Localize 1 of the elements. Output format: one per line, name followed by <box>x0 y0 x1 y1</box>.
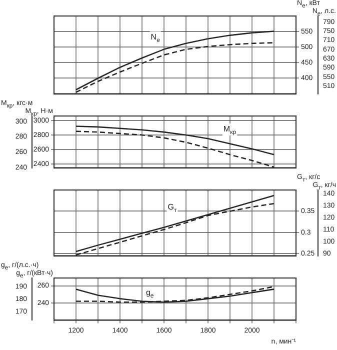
line-series <box>75 286 275 303</box>
